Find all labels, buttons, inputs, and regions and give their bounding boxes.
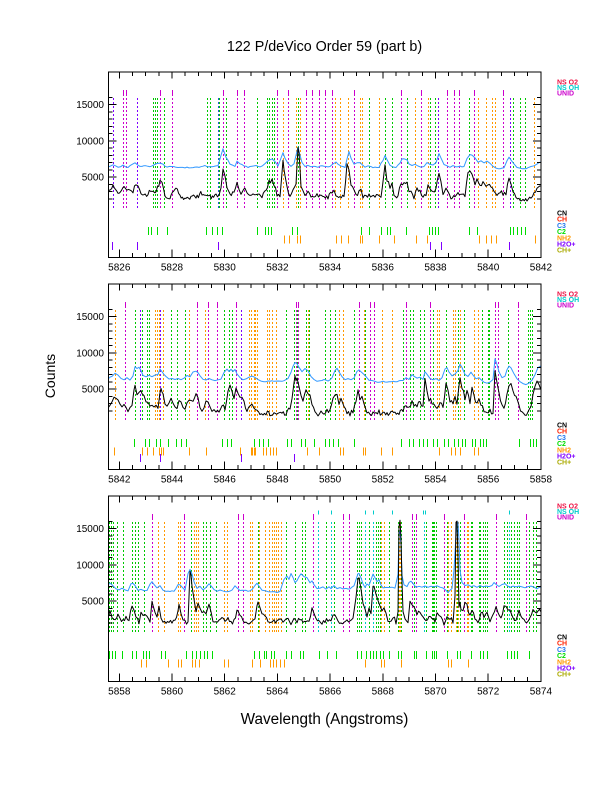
svg-text:5852: 5852 xyxy=(372,475,395,486)
svg-text:5000: 5000 xyxy=(82,173,105,184)
svg-text:5858: 5858 xyxy=(108,687,131,698)
svg-text:5872: 5872 xyxy=(477,687,500,698)
svg-text:10000: 10000 xyxy=(76,136,104,147)
svg-text:5854: 5854 xyxy=(424,475,447,486)
svg-text:CH: CH xyxy=(557,217,567,224)
svg-text:CH+: CH+ xyxy=(557,248,571,255)
svg-text:UNID: UNID xyxy=(557,515,574,522)
svg-text:5842: 5842 xyxy=(108,475,131,486)
svg-text:5848: 5848 xyxy=(266,475,289,486)
svg-text:5866: 5866 xyxy=(319,687,342,698)
svg-text:5874: 5874 xyxy=(530,687,553,698)
svg-text:10000: 10000 xyxy=(76,348,104,359)
svg-text:NS O2: NS O2 xyxy=(557,292,578,299)
svg-text:5830: 5830 xyxy=(214,263,237,274)
svg-text:15000: 15000 xyxy=(76,524,104,535)
svg-text:UNID: UNID xyxy=(557,303,574,310)
svg-text:CH+: CH+ xyxy=(557,460,571,467)
svg-text:NS O2: NS O2 xyxy=(557,504,578,511)
svg-text:Counts: Counts xyxy=(42,354,58,398)
svg-text:Wavelength (Angstroms): Wavelength (Angstroms) xyxy=(241,711,409,728)
svg-text:5860: 5860 xyxy=(161,687,184,698)
svg-text:5000: 5000 xyxy=(82,597,105,608)
svg-text:C2: C2 xyxy=(557,441,566,448)
svg-text:NS OH: NS OH xyxy=(557,297,579,304)
svg-text:5840: 5840 xyxy=(477,263,500,274)
svg-text:5856: 5856 xyxy=(477,475,500,486)
svg-text:15000: 15000 xyxy=(76,100,104,111)
svg-text:15000: 15000 xyxy=(76,312,104,323)
svg-text:5842: 5842 xyxy=(530,263,553,274)
svg-text:CN: CN xyxy=(557,635,567,642)
svg-text:NS OH: NS OH xyxy=(557,509,579,516)
svg-text:5844: 5844 xyxy=(161,475,184,486)
svg-text:CN: CN xyxy=(557,423,567,430)
svg-text:UNID: UNID xyxy=(557,91,574,98)
svg-text:5846: 5846 xyxy=(214,475,237,486)
svg-text:CH+: CH+ xyxy=(557,672,571,679)
svg-text:5870: 5870 xyxy=(424,687,447,698)
svg-text:NS O2: NS O2 xyxy=(557,80,578,87)
svg-text:C2: C2 xyxy=(557,229,566,236)
svg-text:NH2: NH2 xyxy=(557,659,571,666)
svg-text:5862: 5862 xyxy=(214,687,237,698)
svg-text:H2O+: H2O+ xyxy=(557,242,575,249)
svg-text:5832: 5832 xyxy=(266,263,289,274)
svg-text:5850: 5850 xyxy=(319,475,342,486)
svg-text:5868: 5868 xyxy=(372,687,395,698)
svg-text:H2O+: H2O+ xyxy=(557,454,575,461)
svg-text:5826: 5826 xyxy=(108,263,131,274)
svg-text:C2: C2 xyxy=(557,653,566,660)
svg-text:5834: 5834 xyxy=(319,263,342,274)
svg-text:CH: CH xyxy=(557,641,567,648)
svg-text:C3: C3 xyxy=(557,223,566,230)
svg-text:H2O+: H2O+ xyxy=(557,666,575,673)
svg-text:C3: C3 xyxy=(557,647,566,654)
svg-text:C3: C3 xyxy=(557,435,566,442)
svg-text:NS OH: NS OH xyxy=(557,85,579,92)
svg-text:NH2: NH2 xyxy=(557,447,571,454)
svg-text:NH2: NH2 xyxy=(557,235,571,242)
svg-text:5836: 5836 xyxy=(372,263,395,274)
svg-text:10000: 10000 xyxy=(76,560,104,571)
svg-text:5828: 5828 xyxy=(161,263,184,274)
svg-text:5864: 5864 xyxy=(266,687,289,698)
svg-text:5838: 5838 xyxy=(424,263,447,274)
svg-text:5000: 5000 xyxy=(82,385,105,396)
svg-text:122 P/deVico Order 59 (part b): 122 P/deVico Order 59 (part b) xyxy=(227,39,422,55)
svg-text:CN: CN xyxy=(557,211,567,218)
svg-text:5858: 5858 xyxy=(530,475,553,486)
svg-text:CH: CH xyxy=(557,429,567,436)
